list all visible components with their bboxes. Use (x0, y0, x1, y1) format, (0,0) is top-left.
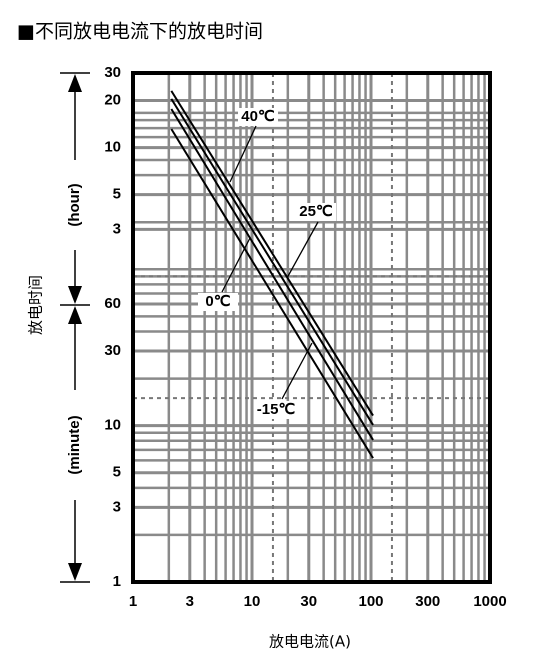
series-label: 25℃ (299, 203, 333, 220)
label-bg (256, 401, 296, 419)
x-tick-label: 1 (129, 593, 137, 610)
plot: 40℃ 25℃ 0℃ -15℃ (131, 71, 492, 584)
y-unit-minute: (minute) (66, 415, 83, 474)
series-label: 40℃ (241, 108, 275, 125)
y-tick-label: 5 (113, 464, 121, 481)
plot-frame (131, 71, 492, 584)
y-tick-label: 20 (104, 92, 121, 109)
y-unit-hour: (hour) (66, 183, 83, 226)
y-tick-label: 30 (104, 64, 121, 81)
x-tick-label: 30 (300, 593, 317, 610)
y-tick-label: 60 (104, 295, 121, 312)
label-bg (198, 293, 238, 311)
series-label: -15℃ (257, 401, 296, 418)
x-tick-label: 100 (358, 593, 383, 610)
y-axis-label: 放电时间 (27, 275, 45, 335)
y-tick-label: 1 (113, 573, 121, 590)
label-bg (296, 203, 336, 221)
series-line (170, 98, 374, 426)
chart-title: ■不同放电电流下的放电时间 (17, 21, 263, 43)
y-tick-label: 10 (104, 139, 121, 156)
label-bg (238, 108, 278, 126)
y-tick-label: 10 (104, 417, 121, 434)
grid (131, 71, 492, 584)
x-tick-label: 3 (186, 593, 194, 610)
arrow-heads (68, 74, 82, 581)
y-tick-label: 30 (104, 342, 121, 359)
series-line (170, 90, 374, 417)
annotation-pointers (221, 125, 319, 400)
y-tick-label: 3 (113, 498, 121, 515)
x-tick-label: 1000 (473, 593, 506, 610)
series-line (170, 108, 374, 441)
x-tick-label: 10 (244, 593, 261, 610)
y-tick-label: 3 (113, 220, 121, 237)
y-tick-label: 5 (113, 186, 121, 203)
x-tick-label: 300 (415, 593, 440, 610)
series-line (170, 128, 374, 459)
x-axis-label: 放电电流(A) (269, 633, 351, 651)
y-arrows (60, 72, 90, 583)
series-label: 0℃ (205, 293, 230, 310)
